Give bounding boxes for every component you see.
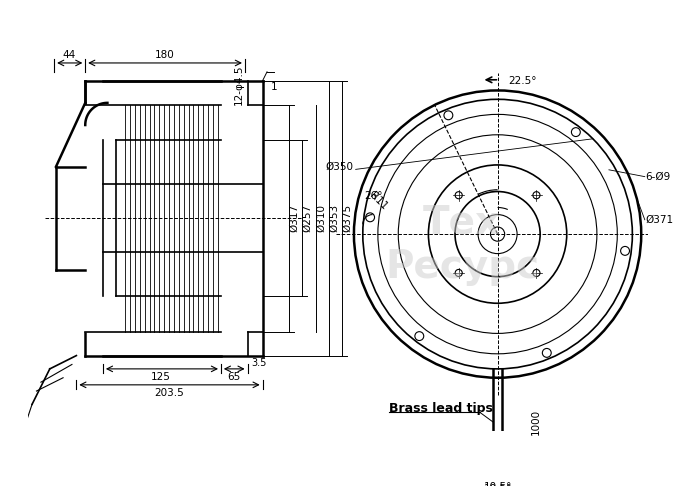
Text: 22.5°: 22.5° — [508, 76, 537, 86]
Text: Ø371: Ø371 — [645, 215, 674, 225]
Text: 1000: 1000 — [531, 409, 541, 435]
Text: Ø353: Ø353 — [329, 204, 339, 232]
Text: R11: R11 — [368, 191, 388, 212]
Text: 125: 125 — [150, 371, 171, 382]
Text: Ø257: Ø257 — [302, 204, 312, 232]
Text: 203.5: 203.5 — [155, 387, 184, 398]
Text: Ø350: Ø350 — [326, 162, 354, 172]
Text: 180: 180 — [155, 50, 175, 60]
Text: 1: 1 — [271, 82, 277, 92]
Text: Ø375: Ø375 — [342, 204, 352, 232]
Text: Тех
Ресурс: Тех Ресурс — [385, 204, 539, 286]
Text: 10.5°: 10.5° — [484, 483, 512, 486]
Text: 12-φ4.5: 12-φ4.5 — [233, 65, 244, 105]
Text: 26°: 26° — [365, 191, 383, 201]
FancyBboxPatch shape — [479, 482, 516, 486]
Text: 3.5: 3.5 — [251, 358, 267, 368]
Text: 10.5°: 10.5° — [484, 484, 512, 486]
Text: Ø310: Ø310 — [316, 204, 326, 232]
Text: Brass lead tips: Brass lead tips — [389, 402, 494, 415]
Text: 65: 65 — [228, 371, 241, 382]
Text: 6-Ø9: 6-Ø9 — [645, 172, 671, 182]
Text: Ø317: Ø317 — [289, 204, 299, 232]
Text: 44: 44 — [63, 50, 76, 60]
